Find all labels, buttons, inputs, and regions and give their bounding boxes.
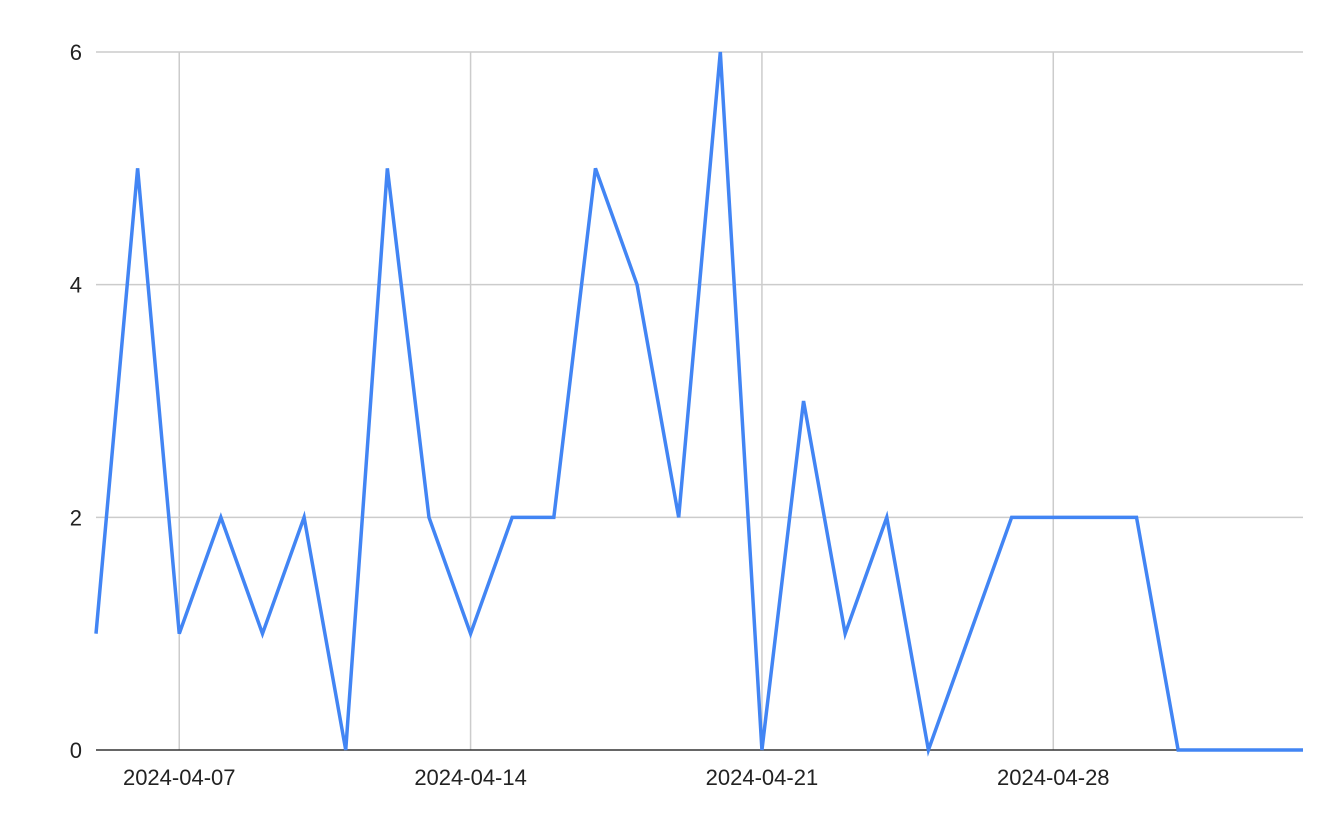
x-tick-label: 2024-04-07 [123, 765, 236, 790]
y-tick-label: 0 [70, 738, 82, 763]
x-tick-label: 2024-04-14 [414, 765, 527, 790]
x-tick-label: 2024-04-21 [706, 765, 819, 790]
x-tick-label: 2024-04-28 [997, 765, 1110, 790]
y-tick-label: 4 [70, 273, 82, 298]
y-tick-label: 2 [70, 505, 82, 530]
y-tick-label: 6 [70, 40, 82, 65]
series-line [94, 51, 1303, 757]
